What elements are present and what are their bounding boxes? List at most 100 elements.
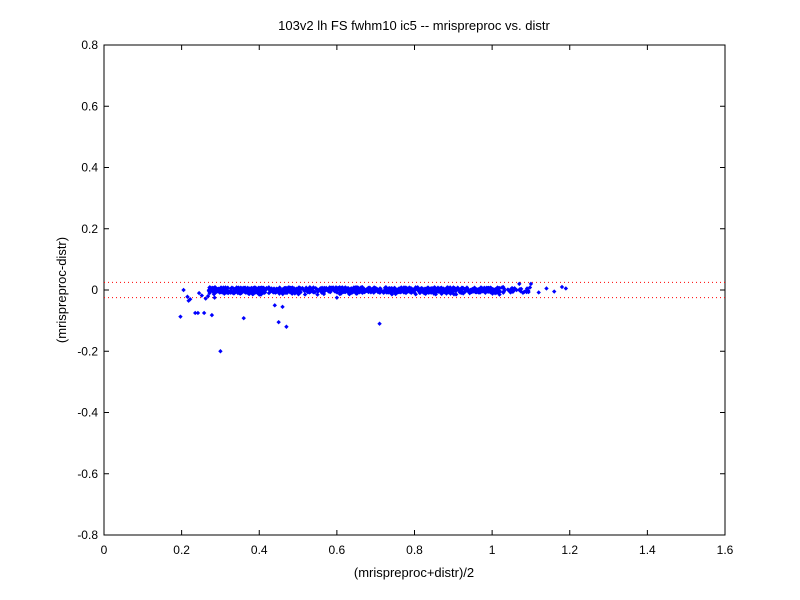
data-point-band [264,285,269,291]
data-point [196,290,202,296]
data-point-band [392,285,397,291]
data-point [509,286,514,291]
data-point [210,289,215,294]
data-point-band [289,289,294,295]
x-tick-label: 0.4 [251,543,268,557]
data-point-band [348,286,354,292]
data-point [563,286,569,291]
data-point-band [354,286,359,292]
data-point [209,312,215,318]
data-point-band [438,286,443,291]
data-point-band [240,286,245,291]
data-point-band [228,288,233,294]
data-point [315,292,320,297]
x-tick-label: 1 [489,543,496,557]
y-tick-label: 0.2 [81,222,98,236]
data-points [178,281,569,354]
data-point-band [423,291,428,296]
data-point-band [492,290,497,295]
data-point-band [228,286,234,291]
data-point [201,310,207,316]
data-point-band [349,290,354,295]
x-tick-label: 0.6 [329,543,346,557]
data-point-band [274,289,279,295]
data-point [544,286,549,291]
data-point-band [332,289,337,294]
data-point [178,314,183,319]
data-point-band [415,288,421,293]
data-point [187,296,193,302]
chart-title: 103v2 lh FS fwhm10 ic5 -- mrispreproc vs… [278,18,550,33]
data-point-band [303,285,309,290]
x-tick-label: 1.4 [639,543,656,557]
data-point-band [220,288,225,294]
x-axis-ticks: 0 0.2 0.4 0.6 0.8 1 1.2 1.4 1.6 [101,45,734,557]
data-point [272,303,277,308]
data-point [536,290,541,295]
data-point-band [278,288,283,293]
data-point [247,291,252,296]
data-point-band [522,289,527,295]
data-point-band [327,285,332,290]
data-point-band [326,289,332,294]
y-tick-label: 0.6 [81,99,98,113]
data-point-band [415,285,420,290]
y-tick-label: 0.4 [81,161,98,175]
data-point [431,291,437,296]
data-point-band [476,290,481,295]
data-point-band [231,286,236,291]
data-point [226,290,231,296]
data-point [181,287,186,293]
data-point [241,315,246,321]
data-point-band [486,285,491,291]
data-point-band [243,288,249,294]
data-point-band [404,286,410,291]
data-point-band [517,286,523,292]
data-point-band [283,290,288,295]
data-point-band [296,285,302,290]
y-tick-label: -0.6 [77,467,98,481]
data-point [214,287,219,293]
data-point-band [252,288,257,294]
data-point-band [365,287,371,293]
data-point [276,319,281,325]
data-point-band [360,285,365,290]
data-point-band [505,287,511,292]
data-point [199,293,205,298]
data-point [195,310,201,316]
data-point-band [300,285,305,291]
data-point [489,287,495,293]
data-point-band [459,290,464,296]
data-point [354,291,359,296]
y-tick-label: 0 [91,283,98,297]
data-point [218,349,223,354]
data-point [229,290,235,295]
data-point-band [362,288,367,294]
data-point [222,291,227,296]
data-point-band [302,288,307,294]
data-point-band [419,287,424,292]
data-point [392,290,398,296]
data-point-band [346,289,351,294]
data-point [207,290,212,296]
data-point [235,290,241,296]
data-point [501,289,506,294]
data-point-band [396,286,402,291]
data-point-band [510,287,515,293]
data-point [266,290,272,296]
data-point [470,287,475,293]
data-point [284,324,289,329]
data-point-band [405,289,410,294]
y-axis-title: (mrispreproc-distr) [54,237,69,343]
data-point-band [482,285,487,290]
data-point-band [302,292,308,297]
data-point-band [473,289,479,295]
data-point-band [381,290,386,295]
x-tick-label: 0 [101,543,108,557]
data-point [517,281,522,287]
data-point [377,321,382,326]
data-point-band [271,286,277,291]
data-point-band [324,285,329,291]
